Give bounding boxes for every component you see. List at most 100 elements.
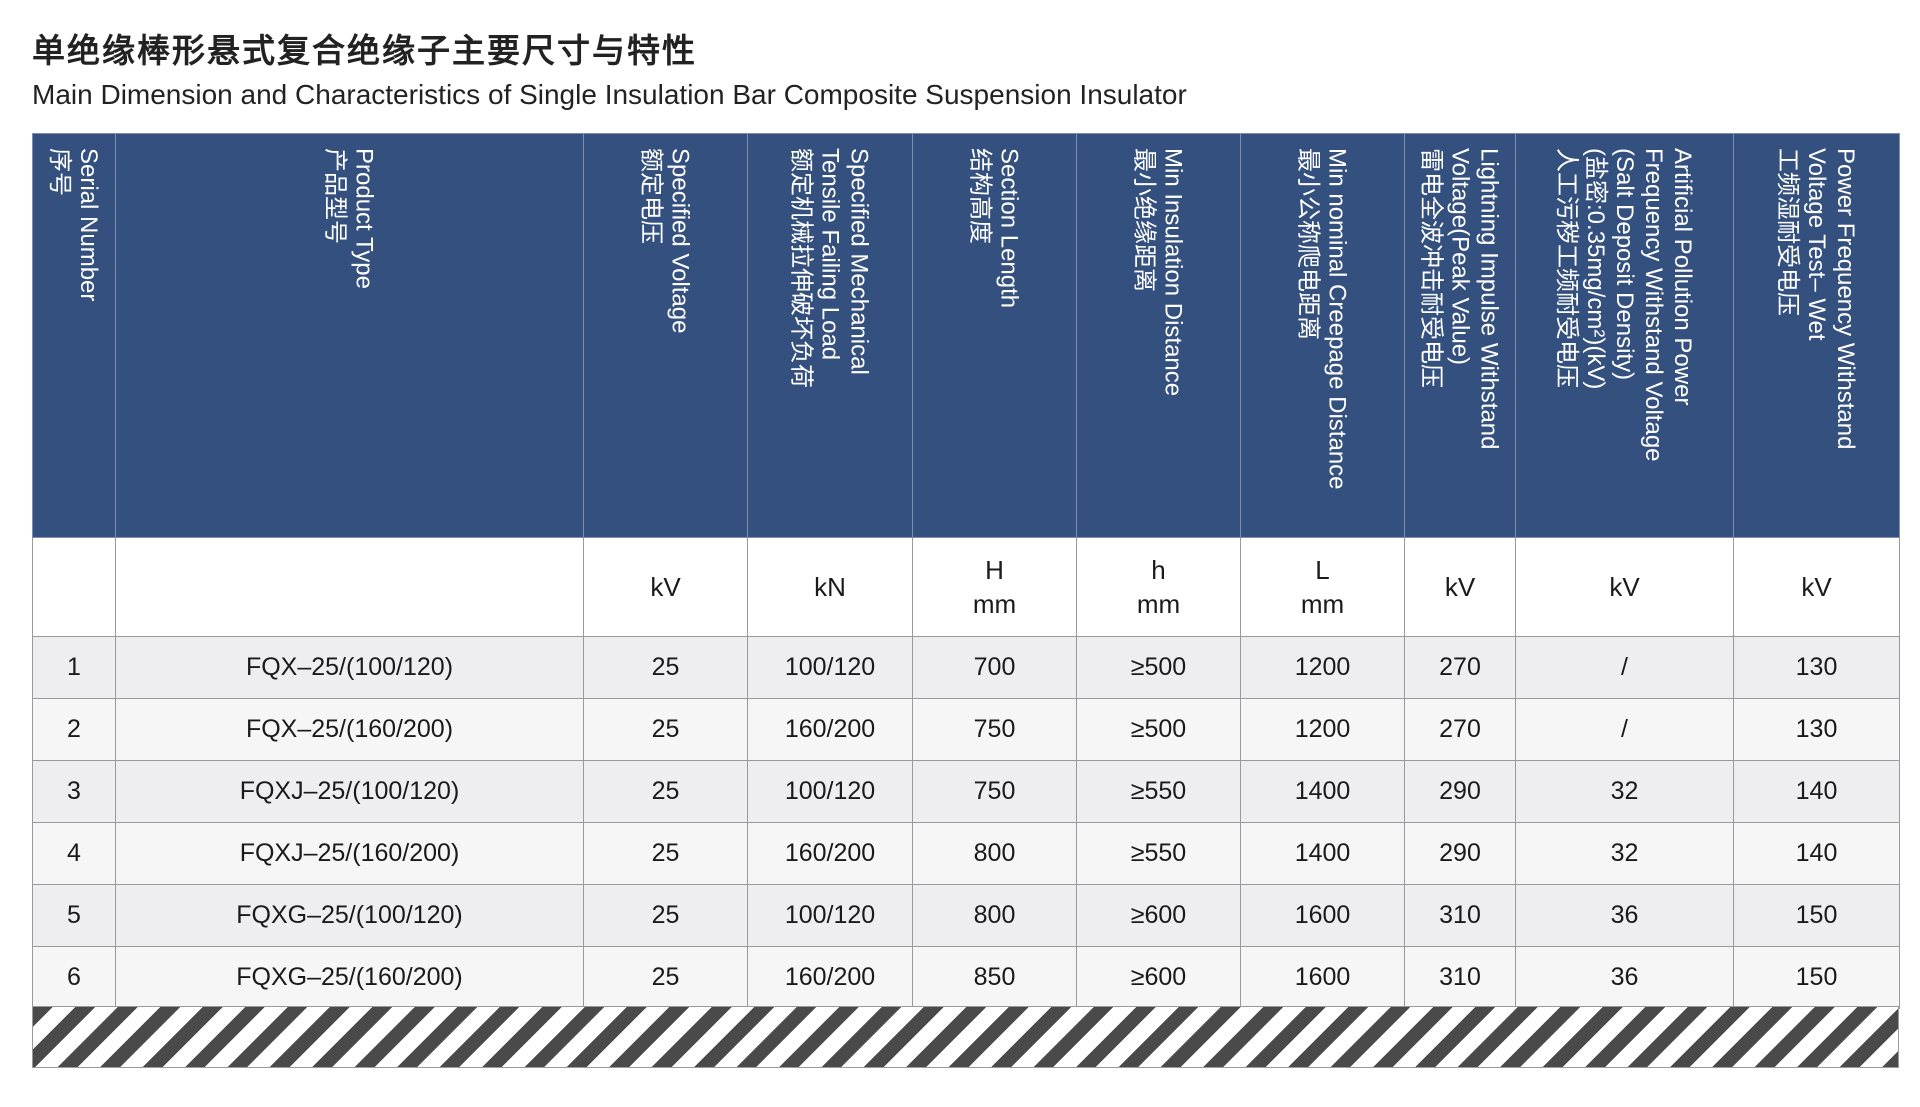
header-text: Section Length 结构高度 [966, 148, 1024, 308]
header-text: Lightning Impulse Withstand Voltage(Peak … [1417, 148, 1504, 450]
data-cell: 140 [1733, 822, 1900, 885]
unit-cell: h mm [1076, 537, 1241, 637]
data-cell: 5 [32, 884, 116, 947]
header-cell: Min nominal Creepage Distance 最小公称爬电距离 [1240, 133, 1405, 538]
data-row: 3 FQXJ–25/(100/120) 25 100/120 750 ≥550 1400 29… [32, 760, 1900, 823]
data-cell: 160/200 [747, 698, 913, 761]
data-cell: 2 [32, 698, 116, 761]
header-text: Specified Voltage 额定电压 [637, 148, 695, 333]
header-cell: Specified Voltage 额定电压 [583, 133, 748, 538]
data-cell: 800 [912, 822, 1077, 885]
data-cell: FQXJ–25/(160/200) [115, 822, 584, 885]
data-cell: 290 [1404, 822, 1516, 885]
data-cell: 310 [1404, 884, 1516, 947]
data-cell: ≥500 [1076, 636, 1241, 699]
unit-line: kV [1444, 572, 1476, 602]
header-text: Specified Mechanical Tensile Failing Load… [787, 148, 874, 388]
header-row: Serial Number 序号 Product Type 产品型号 Specified… [32, 133, 1900, 538]
hatch-band [32, 1006, 1899, 1068]
data-cell: 1200 [1240, 636, 1405, 699]
header-text: Product Type 产品型号 [321, 148, 379, 289]
spec-table: Serial Number 序号 Product Type 产品型号 Specified… [32, 133, 1900, 1009]
header-line: 最小公称爬电距离 [1294, 148, 1322, 340]
header-line: Product Type [350, 148, 378, 289]
header-text: Min nominal Creepage Distance 最小公称爬电距离 [1294, 148, 1352, 490]
data-cell: 1600 [1240, 884, 1405, 947]
header-cell: Serial Number 序号 [32, 133, 116, 538]
header-line: 雷电全波冲击耐受电压 [1417, 148, 1445, 388]
header-line: Min Insulation Distance [1159, 148, 1187, 397]
header-line: Artificial Pollution Power [1669, 148, 1696, 406]
header-line: Specified Voltage [666, 148, 694, 334]
header-line: Specified Mechanical [845, 148, 873, 375]
header-line: Voltage(Peak Value) [1446, 148, 1474, 366]
header-line: 最小绝缘距离 [1130, 148, 1158, 292]
header-line: 产品型号 [321, 148, 349, 244]
data-cell: ≥550 [1076, 760, 1241, 823]
data-cell: 150 [1733, 884, 1900, 947]
header-line: Section Length [995, 148, 1023, 309]
header-cell: Artificial Pollution Power Frequency With… [1515, 133, 1734, 538]
header-line: (Salt Deposit Density) [1611, 148, 1638, 381]
data-cell: 130 [1733, 636, 1900, 699]
data-cell: 750 [912, 698, 1077, 761]
unit-line: kV [650, 572, 681, 602]
data-cell: 36 [1515, 884, 1734, 947]
data-cell: 4 [32, 822, 116, 885]
header-line: 序号 [46, 148, 73, 196]
data-cell: 1400 [1240, 760, 1405, 823]
data-cell: 6 [32, 946, 116, 1009]
data-cell: FQXJ–25/(100/120) [115, 760, 584, 823]
unit-line: kN [814, 572, 846, 602]
header-cell: Lightning Impulse Withstand Voltage(Peak … [1404, 133, 1516, 538]
data-cell: 750 [912, 760, 1077, 823]
unit-line: kV [1609, 572, 1640, 602]
header-line: Lightning Impulse Withstand [1475, 148, 1503, 450]
data-cell: ≥600 [1076, 884, 1241, 947]
header-line: 人工污秽工频耐受电压 [1553, 148, 1580, 388]
unit-line: mm [1300, 589, 1345, 619]
unit-line: h [1151, 555, 1166, 585]
header-line: Power Frequency Withstand [1832, 148, 1859, 450]
unit-line: mm [1136, 589, 1181, 619]
unit-cell: kV [1515, 537, 1734, 637]
header-line: 工频湿耐受电压 [1774, 148, 1801, 316]
data-cell: 310 [1404, 946, 1516, 1009]
header-line: Voltage Test– Wet [1803, 148, 1830, 341]
data-cell: ≥600 [1076, 946, 1241, 1009]
unit-cell [32, 537, 116, 637]
header-cell: Min Insulation Distance 最小绝缘距离 [1076, 133, 1241, 538]
unit-cell: kV [1404, 537, 1516, 637]
data-cell: 1 [32, 636, 116, 699]
header-line: Frequency Withstand Voltage [1640, 148, 1667, 462]
header-line: (盐密:0.35mg/cm²)(kV) [1582, 148, 1609, 390]
data-cell: FQX–25/(100/120) [115, 636, 584, 699]
header-line: 额定电压 [637, 148, 665, 244]
data-cell: 25 [583, 636, 748, 699]
data-cell: 25 [583, 760, 748, 823]
data-cell: 1400 [1240, 822, 1405, 885]
header-line: 额定机械拉伸破坏负荷 [787, 148, 815, 388]
data-cell: 140 [1733, 760, 1900, 823]
data-cell: 32 [1515, 822, 1734, 885]
subtitle: Main Dimension and Characteristics of Si… [32, 79, 1187, 110]
unit-cell: kN [747, 537, 913, 637]
data-cell: 25 [583, 946, 748, 1009]
data-cell: ≥500 [1076, 698, 1241, 761]
data-row: 5 FQXG–25/(100/120) 25 100/120 800 ≥600 1600 31… [32, 884, 1900, 947]
header-line: Serial Number [75, 148, 102, 302]
data-cell: 25 [583, 822, 748, 885]
data-row: 1 FQX–25/(100/120) 25 100/120 700 ≥500 1200 270… [32, 636, 1900, 699]
data-cell: 100/120 [747, 760, 913, 823]
data-cell: 700 [912, 636, 1077, 699]
data-cell: 290 [1404, 760, 1516, 823]
data-cell: 160/200 [747, 946, 913, 1009]
unit-cell [115, 537, 584, 637]
data-row: 2 FQX–25/(160/200) 25 160/200 750 ≥500 1200 270… [32, 698, 1900, 761]
header-line: Tensile Failing Load [816, 148, 844, 361]
header-cell: Specified Mechanical Tensile Failing Load… [747, 133, 913, 538]
data-cell: 1200 [1240, 698, 1405, 761]
